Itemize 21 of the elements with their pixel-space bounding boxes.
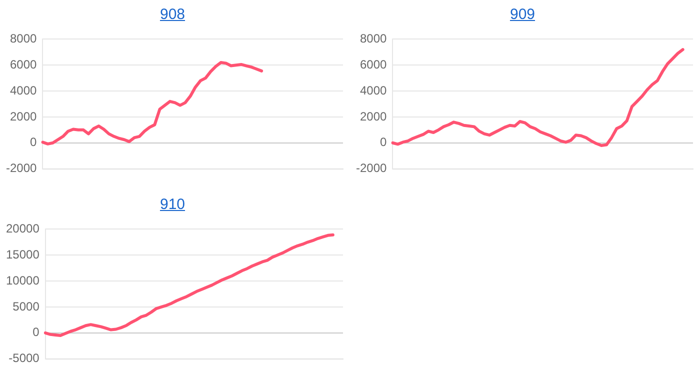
y-tick-label: 6000 — [10, 57, 38, 72]
y-tick-label: 15000 — [6, 247, 40, 262]
chart-title: 909 — [508, 5, 536, 25]
y-tick-label: -2000 — [6, 161, 38, 176]
y-tick-label: 0 — [380, 135, 388, 150]
y-tick-label: 8000 — [360, 32, 388, 46]
y-tick-label: 0 — [32, 325, 40, 340]
y-tick-label: -2000 — [356, 161, 388, 176]
y-tick-label: 10000 — [6, 273, 40, 288]
y-tick-label: 5000 — [12, 299, 40, 314]
y-tick-label: 6000 — [360, 57, 388, 72]
y-tick-label: 4000 — [10, 83, 38, 98]
y-tick-label: 0 — [30, 135, 38, 150]
y-tick-label: 4000 — [360, 83, 388, 98]
chart-title: 908 — [158, 5, 186, 25]
chart-title: 910 — [158, 195, 186, 215]
y-tick-label: 20000 — [6, 222, 40, 236]
y-tick-label: 2000 — [10, 109, 38, 124]
y-tick-label: 8000 — [10, 32, 38, 46]
y-tick-label: 2000 — [360, 109, 388, 124]
y-tick-label: -5000 — [8, 351, 40, 366]
